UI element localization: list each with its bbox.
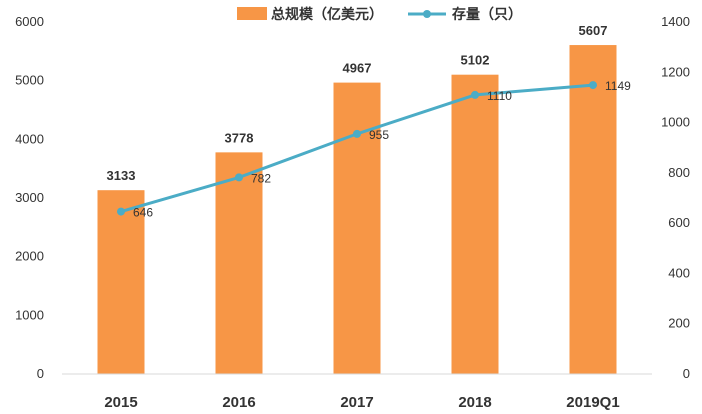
left-axis: 0 1000 2000 3000 4000 5000 6000: [15, 14, 44, 381]
bar-data-label: 5607: [579, 23, 608, 38]
x-axis-category-label: 2017: [340, 394, 373, 411]
bar-data-label: 4967: [343, 61, 372, 76]
bar: [215, 152, 263, 374]
line-data-label: 646: [133, 206, 153, 220]
left-axis-tick-label: 4000: [15, 131, 44, 146]
line-point: [471, 90, 479, 99]
line-data-label: 1110: [487, 89, 512, 103]
bar-data-labels: 3133 3778 4967 5102 5607: [107, 23, 608, 183]
bar: [569, 45, 617, 374]
line-data-label: 782: [251, 171, 271, 185]
line-point: [589, 81, 597, 90]
legend: 总规模（亿美元） 存量（只）: [237, 6, 522, 22]
x-axis-category-label: 2016: [222, 394, 255, 411]
bar: [451, 74, 499, 374]
x-axis-category-label: 2015: [104, 394, 137, 411]
left-axis-tick-label: 0: [37, 366, 44, 381]
right-axis-tick-label: 600: [668, 215, 690, 230]
left-axis-tick-label: 1000: [15, 307, 44, 322]
right-axis: 0 200 400 600 800 1000 1200 1400: [661, 14, 690, 381]
line-series: [117, 81, 597, 216]
bar-series: [97, 45, 617, 375]
left-axis-tick-label: 2000: [15, 249, 44, 264]
bar-data-label: 5102: [461, 53, 490, 68]
legend-bar-swatch: [237, 7, 267, 20]
bar: [333, 82, 381, 375]
left-axis-tick-label: 6000: [15, 14, 44, 29]
right-axis-tick-label: 200: [668, 316, 690, 331]
bar: [97, 190, 145, 374]
line-point: [353, 129, 361, 138]
line-data-label: 1149: [605, 79, 631, 93]
right-axis-tick-label: 1000: [661, 115, 690, 130]
right-axis-tick-label: 1200: [661, 64, 690, 79]
line-data-label: 955: [369, 128, 389, 142]
legend-bar-label: 总规模（亿美元）: [271, 6, 383, 22]
legend-line-label: 存量（只）: [452, 6, 522, 22]
legend-line-marker: [423, 10, 431, 18]
x-axis: 2015 2016 2017 2018 2019Q1: [62, 373, 652, 411]
line-point: [117, 207, 125, 216]
right-axis-tick-label: 400: [668, 265, 690, 280]
right-axis-tick-label: 0: [683, 366, 690, 381]
left-axis-tick-label: 5000: [15, 73, 44, 88]
right-axis-tick-label: 1400: [661, 14, 690, 29]
bar-data-label: 3133: [107, 168, 136, 183]
right-axis-tick-label: 800: [668, 165, 690, 180]
bar-data-label: 3778: [225, 130, 254, 145]
left-axis-tick-label: 3000: [15, 190, 44, 205]
x-axis-category-label: 2018: [458, 394, 491, 411]
point-data-labels: 646 782 955 1110 1149: [133, 79, 631, 219]
x-axis-category-label: 2019Q1: [566, 394, 619, 411]
line-point: [235, 173, 243, 182]
